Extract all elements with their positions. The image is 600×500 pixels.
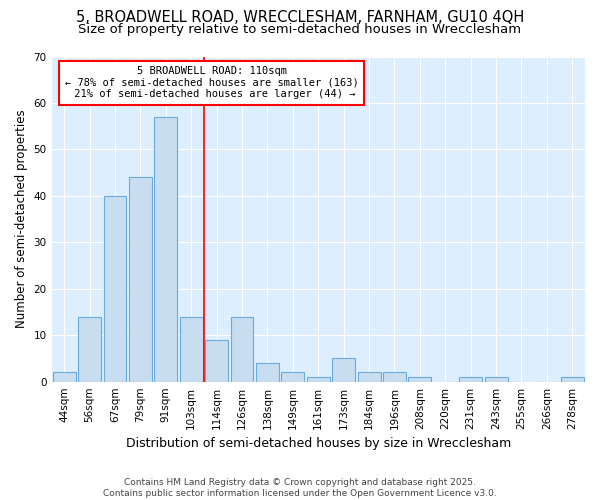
Bar — [78, 316, 101, 382]
Bar — [409, 377, 431, 382]
Bar — [154, 117, 177, 382]
Bar — [358, 372, 380, 382]
Text: 5 BROADWELL ROAD: 110sqm
← 78% of semi-detached houses are smaller (163)
 21% of: 5 BROADWELL ROAD: 110sqm ← 78% of semi-d… — [65, 66, 358, 100]
Bar — [53, 372, 76, 382]
Bar — [561, 377, 584, 382]
Bar — [485, 377, 508, 382]
Bar — [129, 178, 152, 382]
Bar — [256, 363, 279, 382]
Text: Contains HM Land Registry data © Crown copyright and database right 2025.
Contai: Contains HM Land Registry data © Crown c… — [103, 478, 497, 498]
Text: Size of property relative to semi-detached houses in Wrecclesham: Size of property relative to semi-detach… — [79, 22, 521, 36]
Bar — [383, 372, 406, 382]
Bar — [307, 377, 330, 382]
X-axis label: Distribution of semi-detached houses by size in Wrecclesham: Distribution of semi-detached houses by … — [125, 437, 511, 450]
Bar — [281, 372, 304, 382]
Y-axis label: Number of semi-detached properties: Number of semi-detached properties — [15, 110, 28, 328]
Bar — [180, 316, 203, 382]
Bar — [230, 316, 253, 382]
Text: 5, BROADWELL ROAD, WRECCLESHAM, FARNHAM, GU10 4QH: 5, BROADWELL ROAD, WRECCLESHAM, FARNHAM,… — [76, 10, 524, 25]
Bar — [104, 196, 127, 382]
Bar — [459, 377, 482, 382]
Bar — [205, 340, 228, 382]
Bar — [332, 358, 355, 382]
